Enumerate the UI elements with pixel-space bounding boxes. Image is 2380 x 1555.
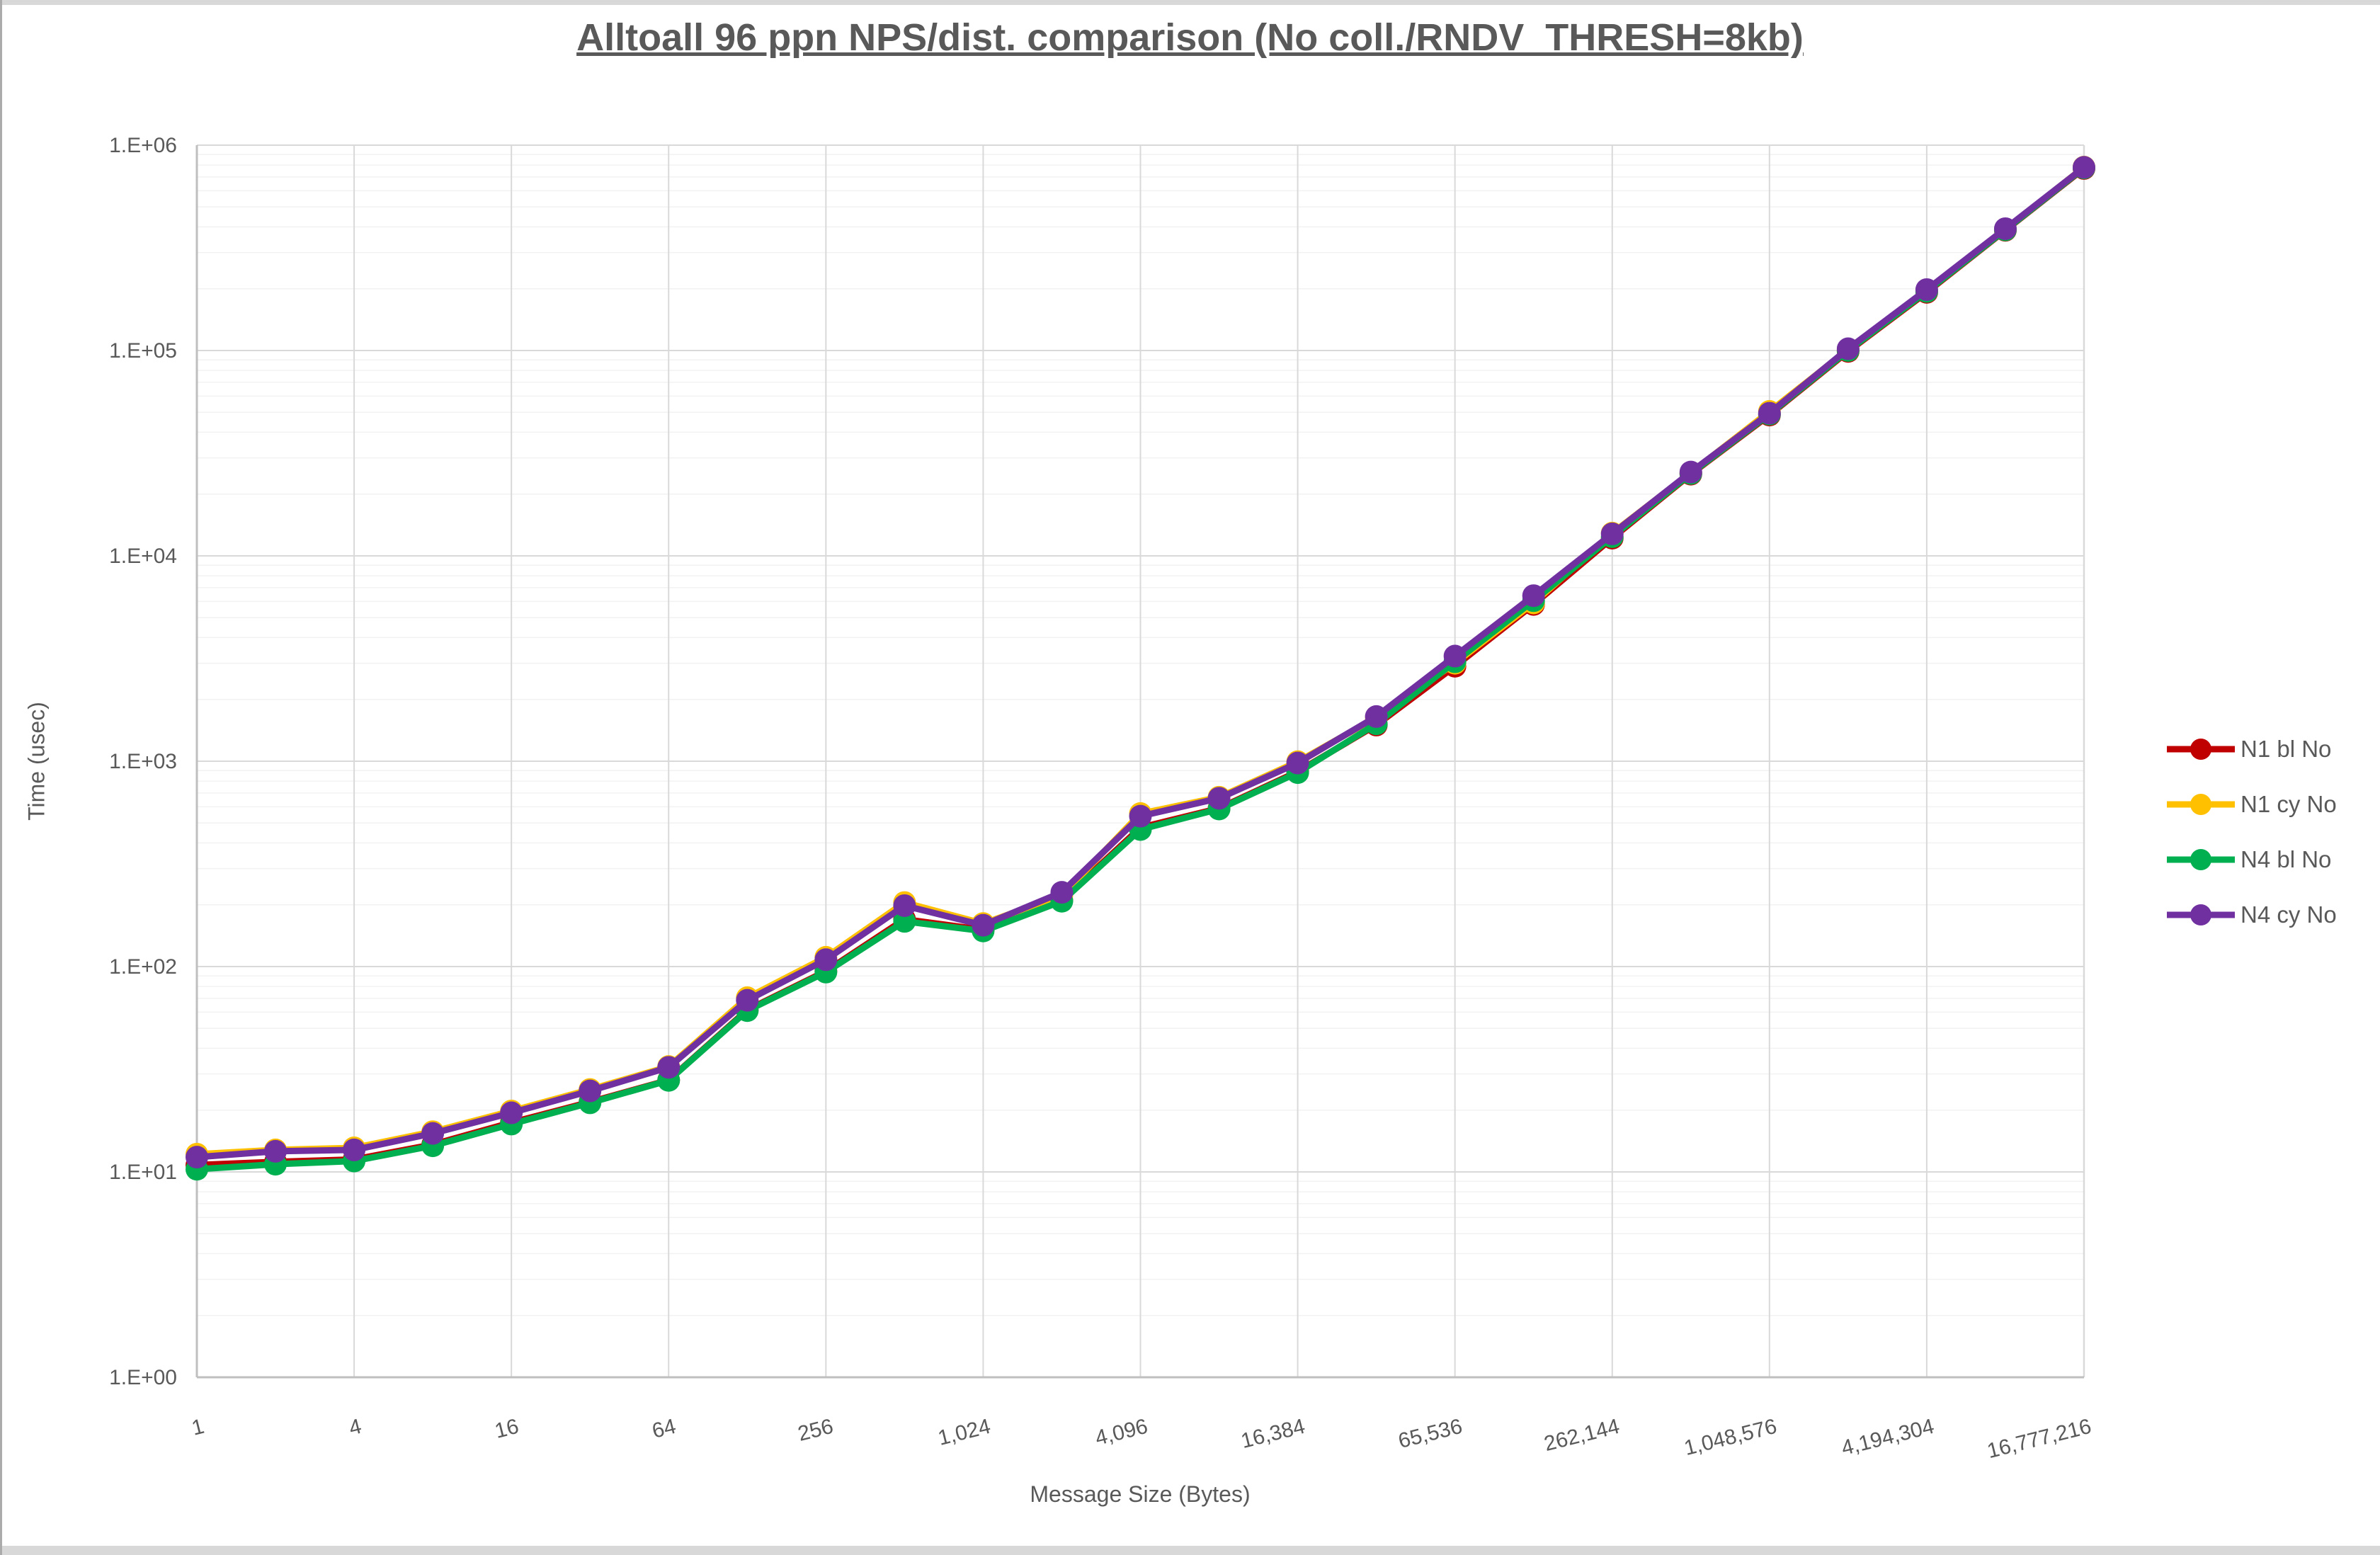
y-tick-label: 1.E+03	[109, 750, 177, 773]
legend-item-N4-cy-No: N4 cy No	[2165, 887, 2378, 942]
x-tick-label: 65,536	[1396, 1415, 1464, 1453]
series-marker-N4-cy-No	[1679, 460, 1702, 484]
series-marker-N4-cy-No	[186, 1146, 208, 1169]
y-tick-label: 1.E+04	[109, 545, 177, 568]
legend-label: N4 cy No	[2240, 901, 2337, 928]
series-marker-N4-cy-No	[1993, 217, 2017, 240]
legend-label: N1 cy No	[2240, 791, 2337, 817]
series-marker-N4-cy-No	[1758, 401, 1781, 425]
x-tick-label: 1,024	[935, 1415, 993, 1450]
x-tick-label: 256	[795, 1415, 836, 1446]
y-axis-title: Time (usec)	[23, 702, 50, 821]
legend-line-marker-icon	[2167, 794, 2235, 815]
series-marker-N4-cy-No	[972, 913, 995, 937]
y-tick-label: 1.E+02	[109, 955, 177, 979]
chart-title: Alltoall 96 ppn NPS/dist. comparison (No…	[576, 16, 1804, 59]
series-marker-N4-cy-No	[814, 948, 838, 972]
series-marker-N4-cy-No	[893, 894, 916, 917]
window-edge-top	[0, 0, 2380, 5]
chart-legend: N1 bl No N1 cy No N4 bl No N4 cy No	[2165, 722, 2378, 942]
series-marker-N4-cy-No	[1522, 584, 1545, 608]
legend-item-N4-bl-No: N4 bl No	[2165, 832, 2378, 887]
x-tick-label: 4,194,304	[1839, 1415, 1936, 1460]
legend-line-marker-icon	[2167, 904, 2235, 925]
series-marker-N4-cy-No	[657, 1056, 681, 1079]
y-tick-label: 1.E+06	[109, 134, 177, 157]
series-marker-N4-cy-No	[1207, 787, 1231, 810]
x-tick-label: 16,384	[1239, 1415, 1307, 1453]
y-tick-label: 1.E+00	[109, 1366, 177, 1389]
series-marker-N4-bl-No	[893, 910, 916, 933]
window-edge-bottom	[0, 1546, 2380, 1555]
series-marker-N4-cy-No	[1836, 337, 1860, 360]
x-tick-label: 1	[190, 1415, 207, 1440]
series-marker-N4-cy-No	[1129, 804, 1152, 828]
series-marker-N4-cy-No	[579, 1079, 602, 1103]
legend-line-marker-icon	[2167, 849, 2235, 870]
x-tick-label: 262,144	[1542, 1415, 1622, 1456]
legend-item-N1-cy-No: N1 cy No	[2165, 777, 2378, 832]
series-marker-N4-cy-No	[421, 1122, 445, 1145]
y-tick-label: 1.E+05	[109, 339, 177, 363]
x-tick-label: 16,777,216	[1985, 1415, 2094, 1463]
series-marker-N4-cy-No	[1915, 278, 1938, 301]
x-tick-label: 4,096	[1093, 1415, 1150, 1450]
series-marker-N4-cy-No	[2073, 156, 2095, 179]
x-tick-label: 4	[347, 1415, 364, 1440]
x-axis-title: Message Size (Bytes)	[1030, 1481, 1251, 1507]
window-edge-left	[0, 0, 2, 1555]
series-marker-N4-cy-No	[1600, 522, 1624, 545]
legend-label: N4 bl No	[2240, 846, 2332, 872]
series-marker-N4-cy-No	[1050, 881, 1074, 904]
series-marker-N4-cy-No	[343, 1138, 366, 1161]
series-marker-N4-cy-No	[500, 1101, 523, 1124]
series-marker-N4-cy-No	[264, 1139, 287, 1163]
x-tick-label: 64	[650, 1415, 678, 1443]
legend-label: N1 bl No	[2240, 736, 2332, 762]
legend-item-N1-bl-No: N1 bl No	[2165, 722, 2378, 777]
legend-line-marker-icon	[2167, 739, 2235, 760]
x-tick-label: 16	[492, 1415, 520, 1443]
x-tick-label: 1,048,576	[1682, 1415, 1779, 1460]
series-marker-N4-cy-No	[736, 989, 759, 1012]
series-marker-N4-cy-No	[1365, 705, 1388, 728]
series-marker-N4-cy-No	[1443, 644, 1467, 668]
y-tick-label: 1.E+01	[109, 1161, 177, 1184]
series-marker-N4-cy-No	[1286, 751, 1309, 775]
